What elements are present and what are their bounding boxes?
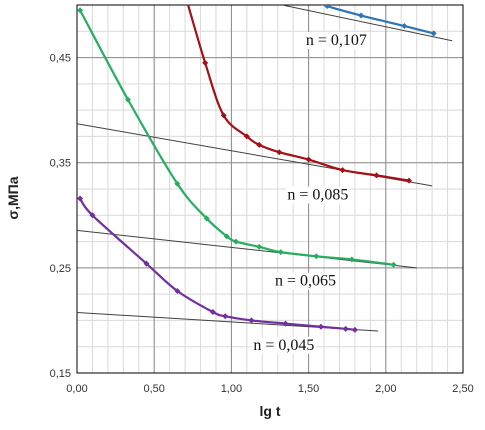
series-line-3 [79,9,394,266]
data-point [143,260,150,267]
data-point [203,215,210,222]
data-point [222,313,229,320]
data-point [305,156,312,163]
data-point [77,7,84,14]
data-point [202,59,209,66]
data-point [339,167,346,174]
data-point [248,317,255,324]
data-point [174,287,181,294]
data-point [373,172,380,179]
annotation-background [272,272,339,290]
series-layer [77,5,437,333]
data-point [209,309,216,316]
data-point [405,177,412,184]
annotation-text: n = 0,045 [253,337,314,354]
data-point [220,112,227,119]
annotation-background [251,336,317,354]
data-point [313,253,320,260]
data-point [233,238,240,245]
data-point [317,323,324,330]
data-point [124,96,131,103]
x-tick-label: 0,50 [143,383,164,395]
data-point [174,180,181,187]
data-point [89,212,96,219]
data-point [324,5,331,10]
data-point [390,261,397,268]
annotation-text: n = 0,085 [287,187,348,204]
data-point [256,141,263,148]
data-point [277,249,284,256]
data-point [351,326,358,333]
y-tick-label: 0,35 [50,158,71,170]
annotation-background [285,186,351,204]
y-tick-label: 0,25 [50,263,71,275]
annotation-label: n = 0,045 [251,336,317,354]
x-tick-labels: 0,00 0,50 1,00 1,50 2,00 2,50 [66,383,473,395]
y-tick-label: 0,45 [50,53,71,65]
x-tick-label: 0,00 [66,383,87,395]
data-point [243,133,250,140]
data-point [223,233,230,240]
x-tick-label: 2,50 [452,383,473,395]
data-point [358,12,365,19]
data-point [342,325,349,332]
data-point [348,256,355,263]
y-tick-labels: 0,15 0,25 0,35 0,45 [50,53,71,380]
x-tick-label: 1,00 [221,383,242,395]
data-point [401,23,408,30]
annotation-label: n = 0,107 [303,31,369,49]
annotation-label: n = 0,085 [285,186,351,204]
annotation-text: n = 0,065 [275,273,336,290]
data-point [256,243,263,250]
data-point [282,320,289,327]
data-point [430,30,437,37]
series-line-2 [186,5,410,182]
annotation-label: n = 0,065 [272,272,339,290]
annotation-text: n = 0,107 [306,32,367,49]
x-tick-label: 1,50 [298,383,319,395]
y-axis-title: σ,МПа [5,176,21,219]
data-point [276,149,283,156]
y-tick-label: 0,15 [50,368,71,380]
x-tick-label: 2,00 [375,383,396,395]
trend-line [282,5,453,42]
annotations: n = 0,107 n = 0,085 n = 0,065 n = 0,045 [251,31,369,354]
annotation-background [303,31,369,49]
data-point [77,195,84,202]
x-axis-title: lg t [260,403,281,419]
plot-area-border [76,4,464,374]
